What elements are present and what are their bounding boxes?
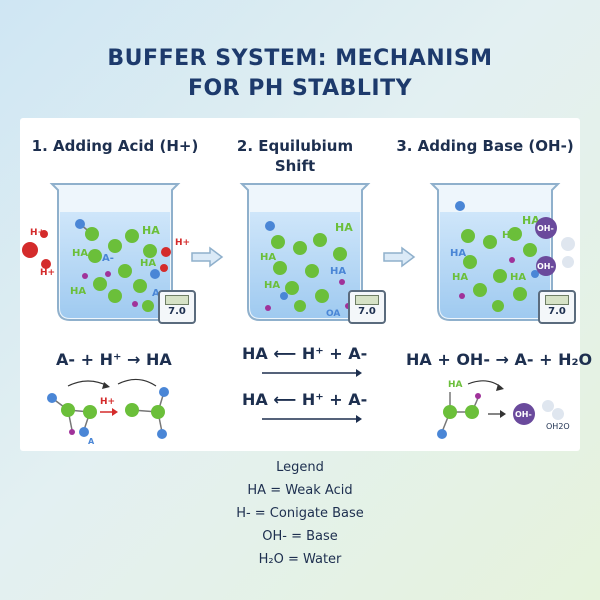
step-3-heading: 3. Adding Base (OH-) bbox=[396, 137, 574, 155]
equilibrium-arrow-2 bbox=[262, 415, 362, 423]
equation-step-1: A- + H⁺ → HA bbox=[56, 350, 172, 369]
ph-meter-value: 7.0 bbox=[548, 306, 566, 317]
page-title: BUFFER SYSTEM: MECHANISM FOR PH STABLITY bbox=[0, 44, 600, 104]
ion-label: HA bbox=[510, 272, 526, 283]
equation-step-3: HA + OH- → A- + H₂O bbox=[406, 350, 593, 369]
equation-step-2a: HA ⟵ H⁺ + A- bbox=[242, 344, 368, 363]
equation-step-2b: HA ⟵ H⁺ + A- bbox=[242, 390, 368, 409]
right-arrow-1 bbox=[191, 246, 224, 268]
ion-label: HA bbox=[452, 272, 468, 283]
ion-label: HA bbox=[260, 252, 276, 263]
h-plus-label: H+ bbox=[175, 238, 191, 248]
ph-meter-value: 7.0 bbox=[358, 306, 376, 317]
ion-label: HA bbox=[502, 230, 518, 241]
h-plus-ions-left bbox=[22, 230, 51, 269]
oh-minus-label: OH- bbox=[515, 410, 532, 419]
legend: Legend HA = Weak Acid H- = Conigate Base… bbox=[0, 460, 600, 568]
ion-label: HA bbox=[140, 258, 156, 269]
legend-item: HA = Weak Acid bbox=[247, 483, 353, 498]
oh-minus-label: OH- bbox=[537, 224, 554, 233]
ion-label: HA bbox=[450, 248, 466, 259]
h-plus-label: H+ bbox=[30, 228, 46, 238]
svg-text:A: A bbox=[88, 437, 95, 446]
beaker-1: HA HA A- HA HA A- bbox=[49, 183, 181, 321]
molecules-beaker-2 bbox=[265, 221, 351, 312]
ion-label: HA bbox=[70, 286, 86, 297]
molecules-beaker-1 bbox=[75, 219, 160, 312]
oh-minus-ions bbox=[535, 217, 575, 276]
ion-label: HA bbox=[264, 280, 280, 291]
ion-label: A- bbox=[152, 288, 164, 299]
step-1-heading: 1. Adding Acid (H+) bbox=[31, 137, 199, 155]
ion-label: HA bbox=[330, 266, 346, 277]
legend-item: H₂O = Water bbox=[258, 552, 342, 567]
beaker-3: HA HA HA HA HA bbox=[429, 183, 561, 321]
right-arrow-2 bbox=[383, 246, 416, 268]
reaction-sketch-3 bbox=[437, 380, 564, 439]
reaction-sketch-1: A bbox=[47, 378, 169, 446]
ph-meter-3: 7.0 bbox=[538, 290, 576, 324]
ion-label: HA bbox=[72, 248, 88, 259]
oh-minus-label: OH- bbox=[537, 262, 554, 271]
legend-item: OH- = Base bbox=[262, 529, 338, 544]
diagram-panel: 1. Adding Acid (H+) 2. Equilubium Shift … bbox=[20, 118, 592, 451]
ph-meter-1: 7.0 bbox=[158, 290, 196, 324]
ph-meter-screen bbox=[355, 295, 379, 305]
ion-label: HA bbox=[335, 221, 353, 234]
h-plus-label: H+ bbox=[40, 268, 56, 278]
ion-label: OA bbox=[326, 309, 340, 319]
title-line-2: FOR PH STABLITY bbox=[187, 76, 413, 101]
legend-item: H- = Conigate Base bbox=[236, 506, 364, 521]
h-plus-ions-right bbox=[160, 247, 171, 272]
step-2-heading: 2. Equilubium Shift bbox=[210, 136, 380, 176]
h-plus-label: H+ bbox=[100, 397, 116, 407]
legend-heading: Legend bbox=[276, 460, 324, 475]
step-2-heading-line-1: 2. Equilubium bbox=[236, 137, 354, 155]
ph-meter-value: 7.0 bbox=[168, 306, 186, 317]
ha-label: HA bbox=[448, 380, 463, 390]
ph-meter-screen bbox=[545, 295, 569, 305]
molecules-beaker-3 bbox=[455, 201, 539, 312]
ion-label: HA bbox=[142, 224, 160, 237]
water-label: OH2O bbox=[546, 422, 570, 431]
ph-meter-screen bbox=[165, 295, 189, 305]
ion-label: A- bbox=[102, 253, 114, 264]
step-2-heading-line-2: Shift bbox=[274, 157, 316, 175]
ion-label: HA bbox=[522, 214, 540, 227]
equilibrium-arrow-1 bbox=[262, 369, 362, 377]
ph-meter-2: 7.0 bbox=[348, 290, 386, 324]
title-line-1: BUFFER SYSTEM: MECHANISM bbox=[107, 46, 493, 71]
